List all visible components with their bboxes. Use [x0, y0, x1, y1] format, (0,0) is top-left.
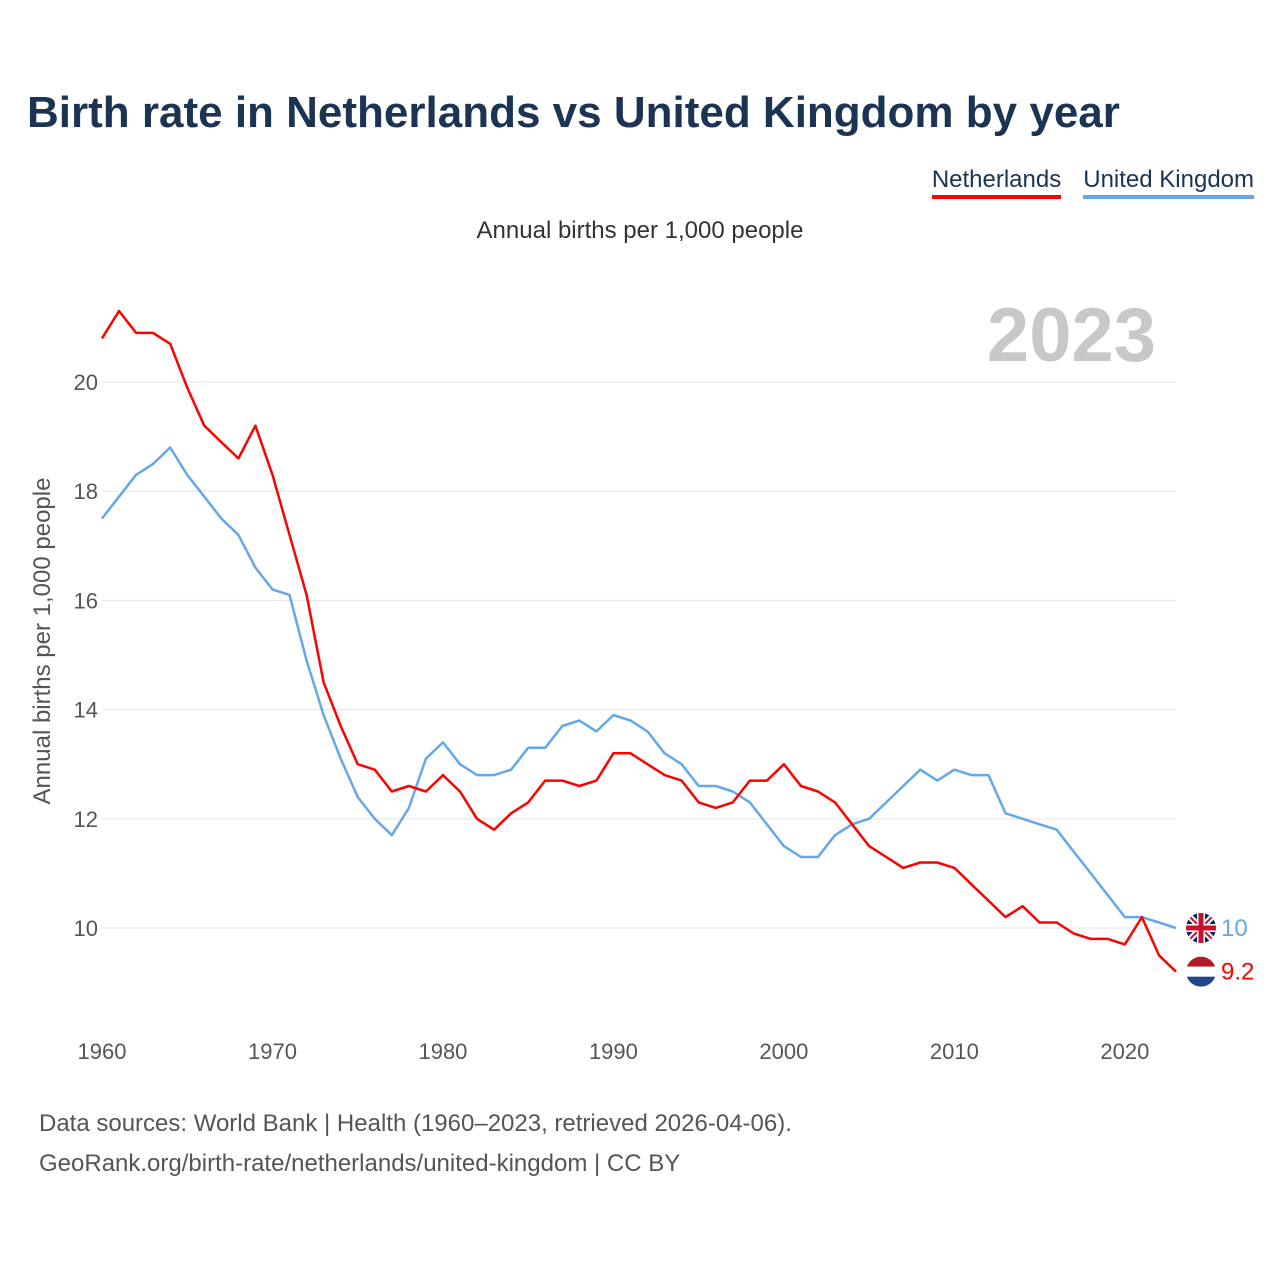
netherlands-end-value: 9.2 [1221, 959, 1254, 986]
series-line-united-kingdom[interactable] [101, 446, 1177, 930]
series-end-markers: 109.2 [1186, 913, 1254, 987]
uk-flag-icon [1186, 913, 1216, 943]
source-line-2: GeoRank.org/birth-rate/netherlands/unite… [39, 1150, 681, 1177]
series-lines [100, 309, 1177, 973]
data-source-note: Data sources: World Bank | Health (1960–… [39, 1104, 792, 1184]
netherlands-flag-icon [1186, 956, 1216, 987]
source-line-1: Data sources: World Bank | Health (1960–… [39, 1110, 792, 1137]
y-axis-label: Annual births per 1,000 people [29, 478, 56, 805]
y-tick-label: 14 [74, 698, 98, 723]
current-year-label: 2023 [986, 293, 1156, 378]
legend: Netherlands United Kingdom [931, 166, 1254, 199]
y-tick-label: 16 [74, 588, 98, 613]
y-axis-ticks: 10 12 14 16 18 20 [74, 370, 98, 941]
x-tick-label: 2010 [930, 1039, 979, 1064]
x-tick-label: 1960 [78, 1039, 127, 1064]
y-tick-label: 10 [74, 916, 98, 941]
line-chart: 10 12 14 16 18 20 1960 1970 1980 1990 2000 2010 202… [29, 309, 1254, 1064]
x-tick-label: 1980 [418, 1039, 467, 1064]
legend-item-united-kingdom[interactable]: United Kingdom [1083, 166, 1254, 199]
legend-item-netherlands[interactable]: Netherlands [931, 166, 1062, 199]
y-tick-label: 18 [74, 479, 98, 504]
y-tick-label: 12 [74, 807, 98, 832]
chart-title: Birth rate in Netherlands vs United King… [27, 88, 1120, 137]
chart-subtitle: Annual births per 1,000 people [476, 217, 804, 244]
x-tick-label: 1970 [248, 1039, 297, 1064]
x-tick-label: 1990 [589, 1039, 638, 1064]
x-axis-ticks: 1960 1970 1980 1990 2000 2010 2020 [78, 1039, 1150, 1064]
x-tick-label: 2000 [759, 1039, 808, 1064]
y-tick-label: 20 [74, 370, 98, 395]
uk-end-value: 10 [1221, 915, 1248, 942]
x-tick-label: 2020 [1100, 1039, 1149, 1064]
gridlines [102, 381, 1176, 929]
series-line-netherlands[interactable] [100, 309, 1177, 973]
